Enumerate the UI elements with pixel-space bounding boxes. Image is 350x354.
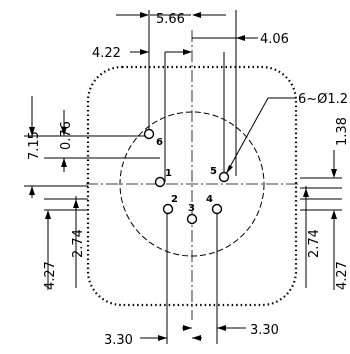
dim-bottom-right: 3.30	[182, 323, 279, 338]
dim-right-partial: 1.38	[331, 117, 350, 178]
pin-label-3: 3	[188, 203, 195, 214]
pin-holes	[143, 128, 230, 225]
dim-left-427: 4.27	[43, 210, 58, 290]
pin-hole-2	[162, 203, 174, 215]
callout-leader: 6~Ø1.2	[225, 92, 348, 175]
dim-label-right-274: 2.74	[307, 229, 322, 258]
dim-label-left-274: 2.74	[71, 229, 86, 258]
pin-label-4: 4	[206, 194, 213, 205]
dim-label-bottom-right: 3.30	[250, 323, 279, 338]
dim-label-715: 7.15	[27, 131, 42, 160]
pin-hole-1	[154, 176, 166, 188]
dim-label-right-427: 4.27	[335, 261, 350, 290]
extension-lines	[24, 10, 342, 344]
pin-hole-3	[186, 213, 198, 225]
pin-hole-4	[211, 203, 223, 215]
dim-label-bottom-left: 3.30	[104, 333, 133, 348]
callout-hole-spec: 6~Ø1.2	[298, 92, 348, 107]
dim-right-427: 4.27	[331, 210, 350, 290]
pin-hole-5	[218, 171, 230, 183]
dim-right-offset: 4.06	[192, 32, 289, 47]
dim-right-274: 2.74	[303, 186, 322, 288]
dim-label-422: 4.22	[92, 46, 121, 61]
dim-left-715: 7.15	[27, 96, 42, 198]
dim-top-span: 5.66	[116, 12, 226, 27]
dim-label-top: 5.66	[156, 12, 185, 27]
dim-label-406: 4.06	[260, 32, 289, 47]
dim-label-076: 0.76	[59, 121, 74, 150]
dim-left-076: 0.76	[59, 110, 74, 172]
pin-label-6: 6	[156, 137, 163, 148]
dim-bottom-left: 3.30	[104, 333, 202, 348]
pin-label-2: 2	[171, 194, 178, 205]
dim-left-274: 2.74	[71, 196, 86, 288]
pin-numbers: 6 1 5 2 3 4	[156, 137, 217, 214]
dim-label-right-partial: 1.38	[335, 117, 350, 146]
pin-hole-6	[143, 128, 155, 140]
pin-label-1: 1	[165, 168, 172, 179]
center-lines	[86, 30, 300, 320]
dim-left-offset: 4.22	[92, 46, 192, 61]
dim-label-left-427: 4.27	[43, 261, 58, 290]
pin-label-5: 5	[210, 166, 217, 177]
